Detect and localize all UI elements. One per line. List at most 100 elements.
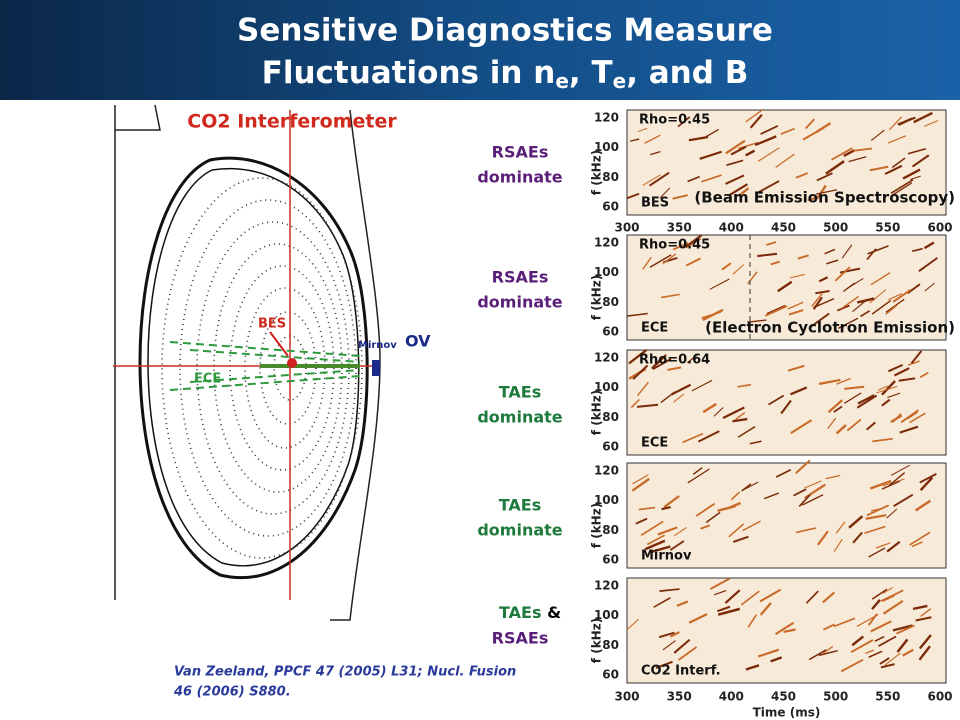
mode-streak bbox=[919, 473, 937, 484]
separatrix bbox=[138, 156, 369, 580]
mode-streak bbox=[815, 289, 830, 295]
mode-label: RSAEs bbox=[492, 268, 549, 287]
mode-streak bbox=[913, 111, 933, 124]
y-tick-label: 100 bbox=[594, 380, 619, 394]
mode-streak bbox=[702, 402, 717, 414]
mode-streak bbox=[911, 247, 923, 253]
mode-streak bbox=[840, 658, 864, 673]
mode-streak bbox=[673, 527, 687, 537]
mode-streak bbox=[678, 646, 698, 661]
mode-streak bbox=[793, 488, 807, 497]
mode-streak bbox=[749, 113, 763, 129]
mode-streak bbox=[892, 413, 902, 423]
mode-streak bbox=[802, 126, 825, 141]
mode-streak bbox=[804, 118, 815, 130]
mode-streak bbox=[626, 618, 639, 631]
mode-streak bbox=[887, 135, 907, 144]
mode-streak bbox=[864, 525, 886, 534]
mode-streak bbox=[835, 424, 847, 435]
mirnov-coil bbox=[372, 360, 380, 376]
mode-streak bbox=[882, 587, 893, 594]
mode-streak bbox=[732, 417, 748, 423]
mode-streak bbox=[907, 147, 927, 155]
mode-streak bbox=[787, 364, 805, 372]
mode-streak bbox=[823, 623, 835, 631]
x-tick-label: 450 bbox=[771, 221, 796, 235]
citation: Van Zeeland, PPCF 47 (2005) L31; Nucl. F… bbox=[174, 665, 516, 680]
mode-streak bbox=[889, 472, 906, 486]
y-tick-label: 60 bbox=[602, 325, 619, 339]
mode-streak bbox=[672, 242, 689, 251]
mode-streak bbox=[851, 635, 865, 647]
spectrograms: 120 100 80 60 f (kHz) Rho=0.45 BES (Beam Emissi… bbox=[477, 108, 955, 720]
mode-streak bbox=[709, 577, 731, 590]
mode-streak bbox=[644, 134, 661, 144]
mode-streak bbox=[795, 172, 809, 179]
mode-streak bbox=[860, 310, 871, 318]
mode-streak bbox=[910, 350, 923, 364]
mode-streak bbox=[920, 608, 932, 618]
mode-streak bbox=[880, 663, 895, 669]
mode-streak bbox=[890, 464, 910, 476]
mode-streak bbox=[919, 371, 929, 378]
mode-streak bbox=[747, 319, 767, 323]
mode-streak bbox=[760, 125, 779, 135]
mode-streak bbox=[848, 156, 867, 163]
mode-streak bbox=[635, 517, 648, 525]
mode-streak bbox=[626, 192, 640, 200]
mode-streak bbox=[673, 393, 685, 403]
mode-streak bbox=[918, 634, 932, 650]
mode-streak bbox=[856, 613, 879, 627]
diagnostic-tag: CO2 Interf. bbox=[641, 664, 721, 679]
mode-streak bbox=[662, 640, 676, 651]
bes-arrow bbox=[269, 331, 289, 357]
mode-streak bbox=[627, 312, 648, 317]
mode-streak bbox=[902, 168, 921, 180]
y-tick-label: 100 bbox=[594, 140, 619, 154]
x-tick-label: 600 bbox=[927, 221, 952, 235]
mode-streak bbox=[892, 288, 912, 303]
y-tick-label: 80 bbox=[602, 523, 619, 537]
mode-streak bbox=[887, 392, 901, 399]
x-axis-label: Time (ms) bbox=[753, 706, 821, 720]
mode-streak bbox=[902, 648, 914, 657]
mode-streak bbox=[657, 526, 678, 536]
mode-streak bbox=[686, 354, 698, 364]
mode-streak bbox=[697, 430, 720, 443]
mode-streak bbox=[874, 635, 885, 642]
mode-streak bbox=[817, 530, 829, 546]
diagnostic-tag: BES bbox=[641, 196, 669, 211]
subscript: e bbox=[555, 69, 569, 93]
x-tick-label: 350 bbox=[667, 690, 692, 704]
y-tick-label: 60 bbox=[602, 440, 619, 454]
diagnostic-note: (Electron Cyclotron Emission) bbox=[705, 319, 955, 337]
mode-streak bbox=[757, 180, 780, 194]
mode-streak bbox=[888, 116, 903, 131]
mode-label: TAEs bbox=[499, 383, 542, 402]
mode-streak bbox=[852, 531, 863, 544]
mode-streak bbox=[822, 645, 834, 655]
y-tick-label: 80 bbox=[602, 295, 619, 309]
mode-streak bbox=[695, 502, 716, 517]
mode-streak bbox=[651, 354, 667, 370]
mode-streak bbox=[661, 505, 671, 511]
mode-streak bbox=[677, 116, 691, 128]
mode-streak bbox=[836, 304, 850, 312]
mode-streak bbox=[646, 534, 665, 546]
title-part: , T bbox=[569, 55, 613, 91]
mode-streak bbox=[900, 409, 919, 424]
mode-streak bbox=[730, 145, 747, 156]
mode-streak bbox=[869, 289, 887, 304]
mode-streak bbox=[650, 151, 661, 156]
mode-streak bbox=[676, 600, 689, 607]
mode-streak bbox=[816, 172, 833, 182]
mode-streak bbox=[770, 260, 780, 266]
mode-streak bbox=[833, 538, 843, 552]
mode-label: TAEs bbox=[499, 496, 542, 515]
mode-label: dominate bbox=[477, 293, 562, 312]
mode-streak bbox=[870, 129, 885, 141]
mode-streak bbox=[770, 656, 783, 663]
mode-streak bbox=[722, 406, 745, 419]
mode-streak bbox=[910, 175, 921, 180]
mode-streak bbox=[919, 476, 934, 492]
